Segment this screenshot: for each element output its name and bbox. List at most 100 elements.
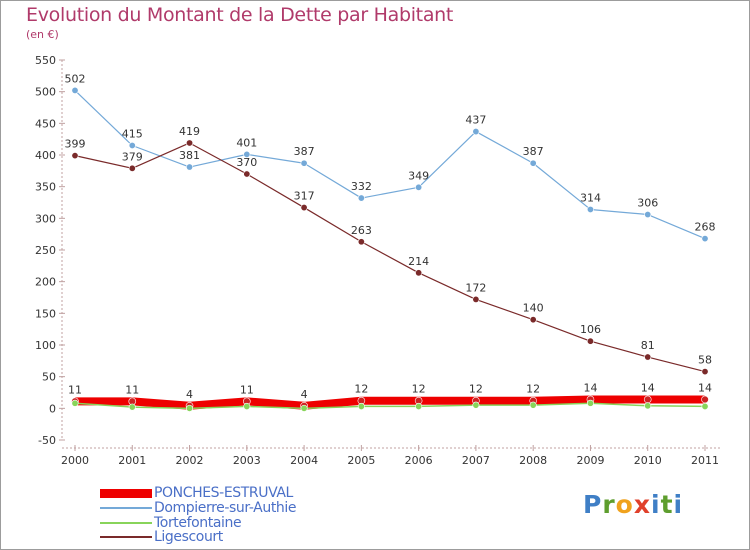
data-point (529, 159, 537, 167)
y-tick-label: 100 (35, 339, 56, 352)
legend-swatch (100, 522, 152, 524)
proxiti-logo: Proxiti (583, 490, 683, 519)
data-label: 4 (186, 388, 193, 401)
data-label: 387 (294, 145, 315, 158)
series-line (74, 89, 706, 240)
logo-letter: P (583, 490, 603, 519)
x-tick-label: 2002 (176, 454, 204, 467)
x-tick-label: 2001 (118, 454, 146, 467)
data-point (472, 401, 480, 409)
data-point (186, 139, 194, 147)
data-label: 12 (469, 383, 483, 396)
data-point (643, 395, 652, 404)
data-point (71, 399, 79, 407)
y-tick-label: 350 (35, 181, 56, 194)
data-point (415, 269, 423, 277)
logo-letter: t (660, 490, 674, 519)
data-label: 140 (523, 302, 544, 315)
x-tick-label: 2003 (233, 454, 261, 467)
data-label: 268 (695, 221, 716, 234)
y-tick-label: 50 (42, 371, 56, 384)
data-point (644, 402, 652, 410)
data-label: 14 (583, 381, 597, 394)
data-label: 263 (351, 224, 372, 237)
data-label: 419 (179, 125, 200, 138)
data-point (186, 404, 194, 412)
data-label: 437 (465, 114, 486, 127)
data-point (644, 353, 652, 361)
data-point (586, 205, 594, 213)
data-label: 332 (351, 180, 372, 193)
data-point (701, 235, 709, 243)
data-point (300, 404, 308, 412)
data-label: 11 (125, 383, 139, 396)
y-tick-label: 0 (49, 402, 56, 415)
data-label: 349 (408, 169, 429, 182)
data-point (415, 402, 423, 410)
data-label: 317 (294, 190, 315, 203)
data-label: 106 (580, 323, 601, 336)
x-tick-label: 2009 (576, 454, 604, 467)
series-line (74, 142, 706, 373)
data-label: 370 (236, 156, 257, 169)
data-label: 12 (526, 383, 540, 396)
y-tick-label: 550 (35, 54, 56, 67)
data-point (300, 204, 308, 212)
data-label: 58 (698, 354, 712, 367)
data-point (586, 337, 594, 345)
data-point (128, 403, 136, 411)
data-point (357, 238, 365, 246)
data-point (701, 368, 709, 376)
data-point (701, 395, 709, 404)
data-point (529, 401, 537, 409)
data-point (128, 142, 136, 150)
series-line (74, 402, 706, 410)
x-tick-label: 2006 (405, 454, 433, 467)
chart-title: Evolution du Montant de la Dette par Hab… (26, 4, 454, 26)
x-tick-label: 2008 (519, 454, 547, 467)
logo-letter: r (602, 490, 616, 519)
legend-swatch (100, 536, 152, 538)
legend-label: Tortefontaine (154, 515, 242, 531)
data-label: 12 (354, 383, 368, 396)
data-point (186, 163, 194, 171)
data-label: 306 (637, 197, 658, 210)
legend-label: Dompierre-sur-Authie (154, 500, 297, 516)
y-tick-label: 250 (35, 244, 56, 257)
data-point (644, 211, 652, 219)
legend-item: Dompierre-sur-Authie (100, 500, 297, 516)
data-point (357, 194, 365, 202)
x-tick-label: 2004 (290, 454, 318, 467)
data-point (243, 402, 251, 410)
legend-label: Ligescourt (154, 529, 223, 545)
legend-swatch (100, 488, 152, 498)
y-tick-label: 150 (35, 307, 56, 320)
data-label: 314 (580, 191, 601, 204)
data-point (243, 150, 251, 158)
data-point (71, 86, 79, 94)
data-label: 81 (641, 339, 655, 352)
series-line (75, 395, 705, 410)
data-point (586, 399, 594, 407)
data-label: 379 (122, 150, 143, 163)
data-label: 14 (698, 381, 712, 394)
data-label: 415 (122, 128, 143, 141)
legend-label: PONCHES-ESTRUVAL (154, 485, 293, 501)
data-point (71, 152, 79, 160)
y-tick-label: 400 (35, 149, 56, 162)
data-label: 4 (301, 388, 308, 401)
legend-swatch (100, 507, 152, 509)
data-label: 11 (68, 383, 82, 396)
x-tick-label: 2010 (634, 454, 662, 467)
y-tick-label: 450 (35, 117, 56, 130)
data-point (415, 183, 423, 191)
y-tick-label: 500 (35, 86, 56, 99)
logo-letter: o (615, 490, 634, 519)
legend-item: Tortefontaine (100, 515, 242, 531)
data-point (529, 316, 537, 324)
chart-subtitle: (en €) (26, 28, 59, 41)
x-tick-label: 2011 (691, 454, 719, 467)
data-label: 401 (236, 136, 257, 149)
y-tick-label: -50 (38, 434, 56, 447)
x-tick-label: 2007 (462, 454, 490, 467)
